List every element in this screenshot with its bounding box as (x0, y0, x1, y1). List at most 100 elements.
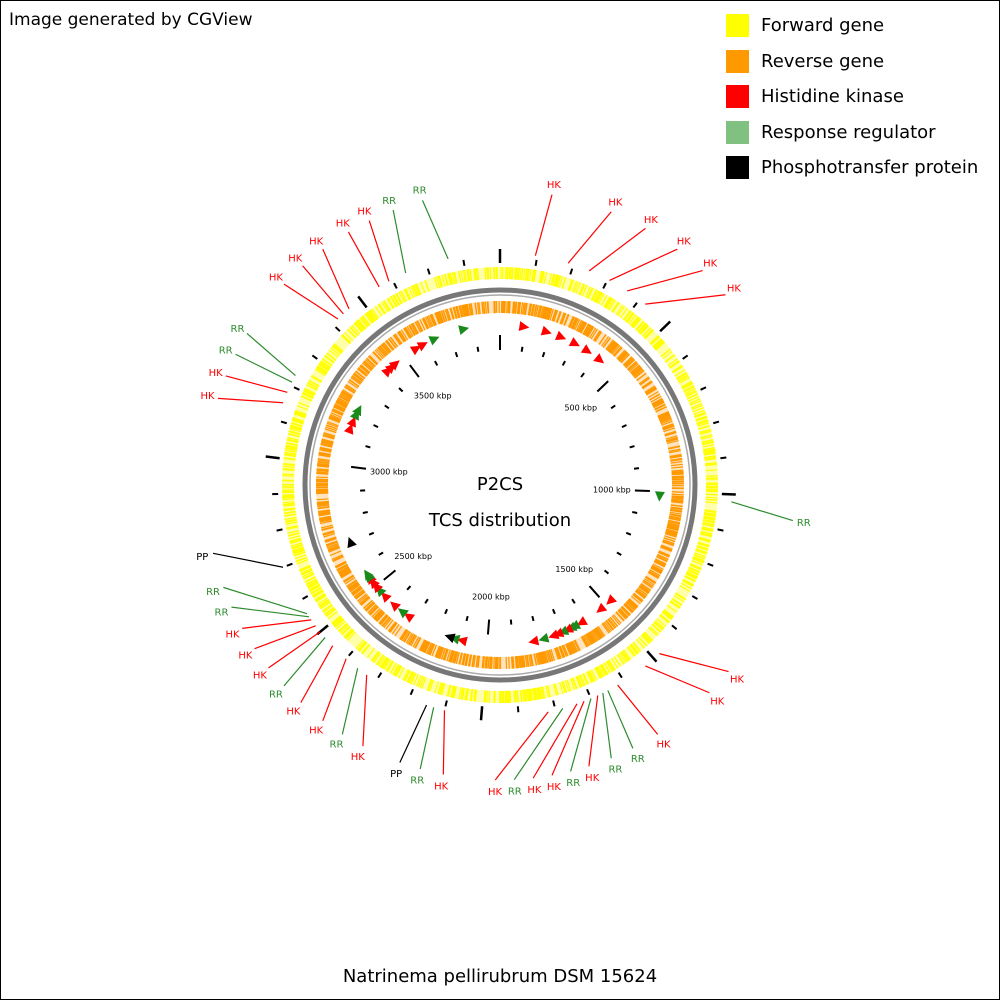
forward-gene (448, 272, 453, 285)
reverse-gene (452, 651, 457, 663)
callout-line (731, 501, 794, 522)
forward-gene (311, 374, 323, 382)
forward-gene (452, 685, 456, 698)
callout-label-rr: RR (219, 345, 233, 356)
forward-gene (566, 679, 572, 692)
reverse-gene (390, 336, 399, 348)
forward-gene (667, 358, 678, 367)
reverse-gene (657, 411, 670, 418)
forward-gene (595, 291, 603, 304)
reverse-gene (323, 432, 336, 437)
forward-gene (323, 355, 335, 364)
forward-gene (509, 690, 512, 703)
reverse-gene (487, 656, 490, 669)
forward-gene (694, 552, 707, 558)
reverse-gene (624, 602, 635, 612)
reverse-gene (573, 640, 580, 652)
reverse-gene (317, 506, 330, 509)
reverse-gene (552, 309, 558, 322)
reverse-gene (329, 414, 342, 420)
reverse-gene (512, 656, 515, 669)
reverse-gene (327, 421, 339, 427)
reverse-gene (664, 430, 677, 436)
forward-gene (671, 598, 682, 607)
reverse-gene (339, 394, 351, 402)
marker-hk (381, 592, 392, 603)
forward-gene (333, 343, 344, 352)
reverse-gene (613, 346, 622, 357)
forward-gene (704, 509, 717, 513)
feature-callouts: HKHKHKHKHKHKRRHKHKHKRRRRHKRRHKHKRRHKHKRR… (196, 180, 810, 798)
forward-gene (349, 326, 359, 336)
outer-tick (720, 456, 727, 460)
callout-line (223, 586, 308, 615)
reverse-gene (335, 401, 347, 409)
forward-gene (685, 572, 698, 580)
reverse-gene (317, 509, 330, 513)
forward-gene (685, 390, 698, 398)
marker-hk (596, 602, 608, 613)
forward-gene (340, 625, 351, 635)
forward-gene (282, 496, 295, 499)
reverse-gene (477, 655, 481, 668)
reverse-gene (368, 355, 379, 365)
forward-gene (628, 314, 637, 325)
reverse-gene (669, 511, 682, 515)
forward-gene (607, 298, 615, 310)
forward-gene (703, 514, 716, 517)
scale-tick (373, 424, 379, 429)
forward-gene (300, 568, 313, 575)
reverse-gene (670, 458, 683, 462)
reverse-gene (607, 341, 617, 352)
forward-gene (289, 539, 302, 545)
forward-gene (341, 626, 351, 636)
reverse-gene (644, 385, 656, 393)
reverse-gene (657, 553, 669, 560)
forward-gene (314, 368, 326, 377)
forward-gene (519, 267, 522, 281)
forward-gene (697, 542, 710, 548)
reverse-gene (317, 503, 330, 506)
reverse-gene (621, 606, 631, 616)
reverse-gene (316, 498, 329, 501)
forward-gene (316, 366, 328, 374)
callout-label-hk: HK (288, 254, 303, 265)
forward-gene (354, 321, 364, 332)
forward-gene (284, 452, 297, 456)
reverse-gene (553, 310, 559, 322)
callout-label-hk: HK (644, 215, 659, 226)
reverse-gene (585, 325, 593, 337)
forward-gene (383, 300, 391, 311)
legend-swatch-forward-gene (726, 14, 749, 38)
forward-gene (627, 645, 637, 657)
forward-gene (306, 384, 318, 391)
forward-gene (677, 374, 689, 382)
reverse-gene (351, 374, 363, 384)
reverse-gene (394, 333, 402, 345)
reverse-gene (320, 524, 333, 529)
forward-gene (312, 590, 324, 598)
forward-gene (285, 442, 298, 446)
callout-line (421, 200, 449, 260)
genome-backbone (302, 287, 698, 683)
forward-gene (303, 388, 316, 396)
scale-tick (424, 598, 429, 604)
forward-gene (287, 433, 300, 438)
forward-gene (569, 678, 576, 691)
forward-gene (290, 422, 303, 428)
forward-gene (632, 318, 642, 329)
forward-gene (619, 307, 628, 319)
forward-gene (462, 270, 466, 283)
callout-line (645, 665, 710, 694)
reverse-gene (671, 497, 684, 500)
outer-tick (348, 650, 354, 657)
forward-gene (693, 554, 706, 560)
reverse-gene (429, 643, 436, 656)
callout-label-hk: HK (238, 651, 253, 662)
reverse-gene (406, 633, 415, 645)
forward-gene (463, 269, 468, 282)
forward-gene (318, 363, 329, 372)
reverse-gene (453, 651, 458, 664)
forward-gene (622, 310, 631, 321)
